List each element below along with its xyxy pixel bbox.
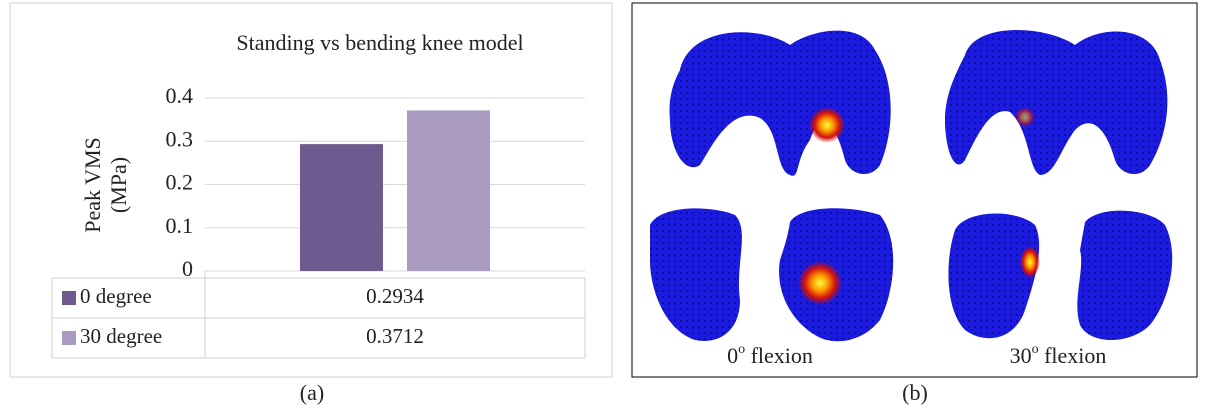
legend-swatch	[62, 331, 76, 345]
caption: (b)	[902, 380, 928, 405]
angle: 0	[727, 343, 738, 368]
y-label-line: Peak VMS	[80, 137, 105, 233]
y-tick-label: 0.1	[166, 213, 194, 238]
y-tick-label: 0.2	[166, 170, 194, 195]
flexion-label: 30o flexion	[1010, 342, 1107, 368]
caption: (a)	[300, 380, 324, 405]
femur-mesh	[669, 31, 890, 176]
bar	[407, 110, 490, 271]
stress-hotspot	[1020, 246, 1040, 278]
stress-hotspot	[809, 107, 845, 143]
y-tick-label: 0.3	[166, 126, 194, 151]
chart-title: Standing vs bending knee model	[236, 30, 523, 55]
legend-label: 30 degree	[80, 324, 162, 348]
table-value: 0.2934	[366, 284, 424, 308]
figure: Standing vs bending knee model Peak VMS …	[0, 0, 1207, 407]
label-text: flexion	[745, 343, 813, 368]
label-text: flexion	[1039, 343, 1107, 368]
y-tick-label: 0.4	[166, 83, 194, 108]
table-value: 0.3712	[366, 324, 424, 348]
degree-sup: o	[1032, 342, 1039, 357]
femur-0	[669, 31, 890, 176]
angle: 30	[1010, 343, 1032, 368]
bar	[300, 144, 383, 271]
legend-swatch	[62, 291, 76, 305]
y-label-line: (MPa)	[106, 157, 131, 213]
degree-sup: o	[738, 342, 745, 357]
stress-hotspot	[1015, 107, 1035, 127]
legend-label: 0 degree	[80, 284, 152, 308]
y-tick-label: 0	[182, 256, 193, 281]
stress-hotspot	[798, 261, 842, 305]
page: Standing vs bending knee model Peak VMS …	[0, 0, 1207, 407]
